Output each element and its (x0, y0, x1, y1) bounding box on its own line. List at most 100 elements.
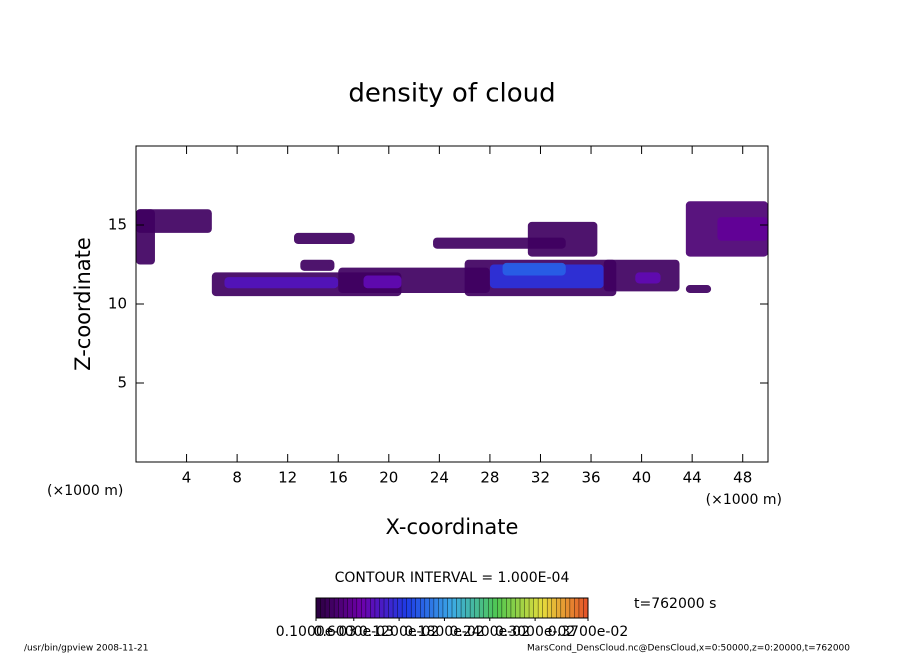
x-tick-label: 24 (430, 469, 449, 487)
colorbar-swatch (406, 598, 412, 618)
colorbar-swatch (547, 598, 553, 618)
x-tick-label: 32 (531, 469, 550, 487)
x-tick-label: 12 (278, 469, 297, 487)
cloud-cell (717, 217, 768, 241)
colorbar-swatch (483, 598, 489, 618)
y-tick-label: 15 (108, 216, 127, 234)
y-axis-label: Z-coordinate (71, 237, 95, 371)
colorbar-label: 0.1800e-02 (404, 624, 484, 640)
colorbar-swatch (356, 598, 362, 618)
contour-fill (136, 201, 768, 297)
colorbar-swatch (510, 598, 516, 618)
colorbar-swatch (338, 598, 344, 618)
colorbar-swatch (565, 598, 571, 618)
colorbar-swatch (488, 598, 494, 618)
cloud-cell (294, 232, 355, 244)
cloud-cell (635, 272, 661, 284)
colorbar-swatch (343, 598, 349, 618)
cloud-cell (502, 262, 566, 276)
colorbar-swatch (497, 598, 503, 618)
colorbar-swatch (542, 598, 548, 618)
colorbar-swatch (578, 598, 584, 618)
colorbar-swatch (447, 598, 453, 618)
colorbar-swatch (529, 598, 535, 618)
colorbar-swatch (347, 598, 353, 618)
x-axis-label: X-coordinate (386, 515, 519, 539)
colorbar-swatch (365, 598, 371, 618)
footer-left: /usr/bin/gpview 2008-11-21 (24, 644, 148, 654)
x-tick-label: 40 (632, 469, 651, 487)
x-tick-label: 8 (232, 469, 242, 487)
colorbar-swatch (352, 598, 358, 618)
colorbar-swatch (551, 598, 557, 618)
colorbar-swatch (388, 598, 394, 618)
colorbar-swatch (520, 598, 526, 618)
colorbar-swatch (506, 598, 512, 618)
colorbar-swatch (479, 598, 485, 618)
colorbar-swatch (384, 598, 390, 618)
cloud-cell (363, 275, 402, 289)
colorbar-swatch (361, 598, 367, 618)
x-unit: (×1000 m) (706, 492, 782, 508)
colorbar-swatch (320, 598, 326, 618)
cloud-cell (224, 277, 339, 289)
colorbar-swatch (420, 598, 426, 618)
time-label: t=762000 s (634, 596, 716, 612)
colorbar-label: 0.6000e-03 (314, 624, 394, 640)
colorbar-swatch (569, 598, 575, 618)
colorbar-swatch (329, 598, 335, 618)
colorbar-swatch (515, 598, 521, 618)
colorbar-swatch (402, 598, 408, 618)
cloud-cell (136, 209, 155, 265)
cloud-cell (685, 285, 712, 293)
colorbar-swatch (501, 598, 507, 618)
colorbar-swatch (397, 598, 403, 618)
colorbar-swatch (461, 598, 467, 618)
colorbar: 0.1000e-030.6000e-030.1200e-020.1800e-02… (276, 597, 628, 640)
colorbar-swatch (370, 598, 376, 618)
colorbar-swatch (574, 598, 580, 618)
x-tick-label: 28 (480, 469, 499, 487)
colorbar-swatch (325, 598, 331, 618)
colorbar-swatch (379, 598, 385, 618)
colorbar-swatch (470, 598, 476, 618)
colorbar-swatch (524, 598, 530, 618)
cloud-cell (300, 259, 335, 271)
colorbar-swatch (465, 598, 471, 618)
colorbar-swatch (474, 598, 480, 618)
x-tick-label: 4 (182, 469, 192, 487)
colorbar-swatch (334, 598, 340, 618)
cloud-cell (527, 221, 598, 257)
y-tick-label: 10 (108, 295, 127, 313)
colorbar-swatch (374, 598, 380, 618)
colorbar-label: 0.1200e-02 (359, 624, 439, 640)
contour-interval: CONTOUR INTERVAL = 1.000E-04 (335, 570, 570, 586)
colorbar-swatch (429, 598, 435, 618)
footer-right: MarsCond_DensCloud.nc@DensCloud,x=0:5000… (527, 644, 850, 654)
y-tick-label: 5 (117, 374, 127, 392)
x-tick-label: 44 (683, 469, 702, 487)
colorbar-swatch (533, 598, 539, 618)
colorbar-swatch (415, 598, 421, 618)
colorbar-swatch (452, 598, 458, 618)
colorbar-swatch (411, 598, 417, 618)
colorbar-swatch (492, 598, 498, 618)
x-tick-label: 36 (581, 469, 600, 487)
x-tick-label: 20 (379, 469, 398, 487)
x-tick-label: 16 (329, 469, 348, 487)
colorbar-swatch (438, 598, 444, 618)
chart-title: density of cloud (348, 79, 555, 109)
colorbar-swatch (442, 598, 448, 618)
colorbar-swatch (316, 598, 322, 618)
colorbar-swatch (538, 598, 544, 618)
colorbar-label: 0.3700e-02 (548, 624, 628, 640)
colorbar-swatch (433, 598, 439, 618)
colorbar-label: 0.2400e-02 (450, 624, 530, 640)
colorbar-swatch (556, 598, 562, 618)
colorbar-swatch (393, 598, 399, 618)
y-unit: (×1000 m) (47, 483, 123, 499)
x-tick-label: 48 (733, 469, 752, 487)
plot-frame (135, 145, 769, 463)
colorbar-label: 0.1000e-03 (276, 624, 356, 640)
